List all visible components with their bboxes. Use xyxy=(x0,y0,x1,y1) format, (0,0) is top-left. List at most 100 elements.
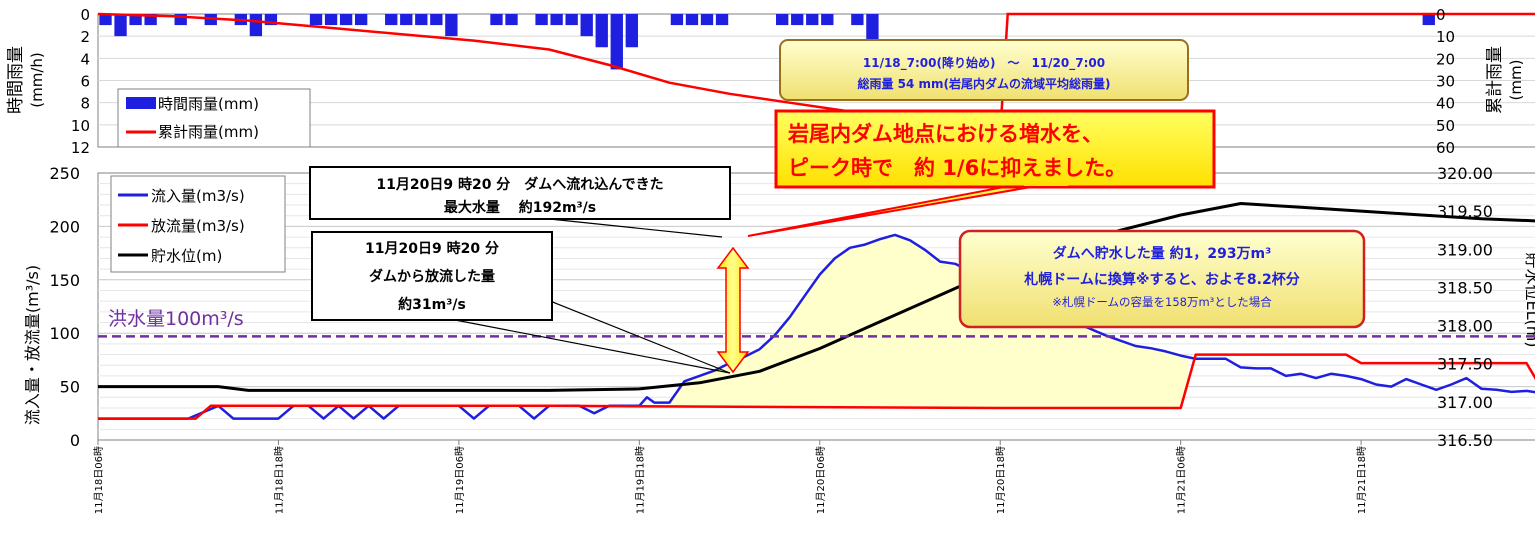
water-level-tick-label: 317.00 xyxy=(1437,393,1493,412)
time-axis: 11月18日06時 11月18日18時 11月19日06時 11月19日18時 11月2… xyxy=(93,440,1368,514)
hourly-rain-bar xyxy=(791,14,804,26)
water-level-axis-label: 貯水位EL(m) xyxy=(1523,252,1535,347)
water-level-tick-label: 319.50 xyxy=(1437,202,1493,221)
hourly-rain-bar xyxy=(610,14,623,70)
hourly-rain-bar xyxy=(309,14,323,26)
time-tick-label: 11月20日18時 xyxy=(995,446,1007,514)
discharge-panel: 0 50 100 150 200 250 316.50 317.00 317.50 318.00… xyxy=(23,109,1535,514)
discharge-left-axis: 0 50 100 150 200 250 xyxy=(49,164,80,450)
hourly-rain-bar xyxy=(550,14,563,26)
hourly-rain-bar xyxy=(595,14,608,48)
water-level-tick-label: 319.00 xyxy=(1437,240,1493,259)
reduction-result-line1: 岩尾内ダム地点における増水を、 xyxy=(787,122,1103,146)
time-tick-label: 11月20日06時 xyxy=(815,446,827,514)
rain-left-axis: 0 2 4 6 8 10 12 xyxy=(71,6,90,157)
outflow-pointer-b xyxy=(449,318,731,374)
rain-left-tick-label: 6 xyxy=(80,73,90,91)
hourly-rain-bar xyxy=(851,14,864,26)
time-tick-label: 11月21日18時 xyxy=(1356,446,1368,514)
total-rain-note-line2: 総雨量 54 mm(岩尾内ダムの流域平均総雨量) xyxy=(857,76,1110,91)
hourly-rain-bar xyxy=(821,14,834,26)
outflow-callout: 11月20日9 時20 分 ダムから放流した量 約31m³/s xyxy=(311,231,553,321)
time-tick-label: 11月18日18時 xyxy=(273,446,285,514)
rain-left-tick-label: 4 xyxy=(80,50,90,68)
discharge-tick-label: 250 xyxy=(49,164,80,183)
peak-inflow-callout: 11月20日9 時20 分 ダムへ流れ込んできた 最大水量 約192m³/s xyxy=(309,166,731,220)
hourly-rain-bar xyxy=(806,14,819,26)
water-level-tick-label: 316.50 xyxy=(1437,431,1493,450)
discharge-tick-label: 50 xyxy=(60,378,80,397)
reduction-arrow-shape xyxy=(716,246,750,374)
hourly-rain-bar xyxy=(415,14,428,26)
hourly-rain-bar xyxy=(144,14,157,26)
hourly-rain-bar xyxy=(490,14,503,26)
total-rain-note-box xyxy=(779,39,1189,101)
total-rain-note-line1: 11/18_7:00(降り始め) ～ 11/20_7:00 xyxy=(863,55,1105,71)
water-level-tick-label: 320.00 xyxy=(1437,164,1493,183)
peak-inflow-callout-line2: 最大水量 約192m³/s xyxy=(444,199,596,216)
water-level-legend-label: 貯水位(m) xyxy=(151,247,222,265)
rain-right-tick-label: 40 xyxy=(1436,95,1455,113)
rain-left-tick-label: 2 xyxy=(80,28,90,46)
hourly-rain-bar xyxy=(535,14,548,26)
hourly-rain-bar xyxy=(354,14,368,26)
reduction-result-box xyxy=(774,109,1216,189)
inflow-legend-label: 流入量(m3/s) xyxy=(151,187,245,205)
peak-inflow-callout-line1: 11月20日9 時20 分 ダムへ流れ込んできた xyxy=(376,176,663,193)
rain-left-tick-label: 8 xyxy=(80,95,90,113)
discharge-axis-label: 流入量・放流量(m³/s) xyxy=(23,265,42,425)
hourly-rain-legend-swatch xyxy=(126,97,156,109)
time-tick-label: 11月19日06時 xyxy=(454,446,466,514)
rain-right-axis-unit: (mm) xyxy=(1507,60,1525,101)
hourly-rain-bar xyxy=(505,14,518,26)
reduction-double-arrow xyxy=(716,246,750,374)
hourly-rain-bar xyxy=(776,14,789,26)
rain-right-axis: 0 10 20 30 40 50 60 xyxy=(1436,6,1455,157)
rain-right-tick-label: 30 xyxy=(1436,73,1455,91)
storage-volume-callout: ダムへ貯水した量 約1，293万m³ 札幌ドームに換算※すると、およそ8.2杯分… xyxy=(958,229,1366,329)
rain-right-axis-label: 累計雨量 xyxy=(1485,46,1505,114)
hourly-rain-bar xyxy=(400,14,413,26)
outflow-callout-line3: 約31m³/s xyxy=(398,296,466,313)
outflow-legend-label: 放流量(m3/s) xyxy=(151,217,245,235)
rain-left-axis-label: 時間雨量 xyxy=(6,46,26,114)
discharge-tick-label: 0 xyxy=(70,431,80,450)
time-tick-label: 11月18日06時 xyxy=(93,446,105,514)
hourly-rain-bar xyxy=(670,14,684,26)
discharge-tick-label: 150 xyxy=(49,271,80,290)
storage-volume-area xyxy=(669,234,1189,408)
rain-right-tick-label: 20 xyxy=(1436,50,1455,68)
hourly-rain-bar xyxy=(339,14,353,26)
storage-volume-box xyxy=(958,229,1366,329)
storage-volume-line3: ※札幌ドームの容量を158万m³とした場合 xyxy=(1052,295,1272,309)
total-rain-note: 11/18_7:00(降り始め) ～ 11/20_7:00 総雨量 54 mm(… xyxy=(779,39,1189,101)
hourly-rain-bar xyxy=(385,14,398,26)
outflow-line xyxy=(98,353,1535,420)
hourly-rain-bar xyxy=(114,14,127,37)
hourly-rain-legend-label: 時間雨量(mm) xyxy=(158,95,259,113)
storage-volume-line2: 札幌ドームに換算※すると、およそ8.2杯分 xyxy=(1023,271,1299,288)
water-level-tick-label: 318.00 xyxy=(1437,317,1493,336)
rainfall-panel: 0 2 4 6 8 10 12 0 10 20 30 40 50 60 時間雨量 (mm/h) 累計雨量… xyxy=(6,6,1535,157)
hourly-rain-bar xyxy=(249,14,263,37)
outflow-callout-line1: 11月20日9 時20 分 xyxy=(365,240,499,257)
discharge-tick-label: 200 xyxy=(49,217,80,236)
hourly-rain-bar xyxy=(715,14,729,26)
rain-right-tick-label: 50 xyxy=(1436,117,1455,135)
time-tick-label: 11月19日18時 xyxy=(634,446,646,514)
rain-right-tick-label: 60 xyxy=(1436,139,1455,157)
flow-legend: 流入量(m3/s) 放流量(m3/s) 貯水位(m) xyxy=(110,175,286,273)
hourly-rain-bar xyxy=(129,14,142,26)
discharge-tick-label: 100 xyxy=(49,324,80,343)
rain-right-tick-label: 0 xyxy=(1436,6,1446,24)
hourly-rain-bar xyxy=(264,14,278,26)
reduction-result-line2: ピーク時で 約 1/6に抑えました。 xyxy=(788,156,1126,180)
outflow-callout-box xyxy=(311,231,553,321)
hourly-rain-bar xyxy=(430,14,443,26)
water-level-tick-label: 318.50 xyxy=(1437,278,1493,297)
hourly-rain-bar xyxy=(700,14,714,26)
storage-volume-line1: ダムへ貯水した量 約1，293万m³ xyxy=(1053,245,1272,262)
rain-left-tick-label: 10 xyxy=(71,117,90,135)
hourly-rain-bar xyxy=(174,14,187,26)
